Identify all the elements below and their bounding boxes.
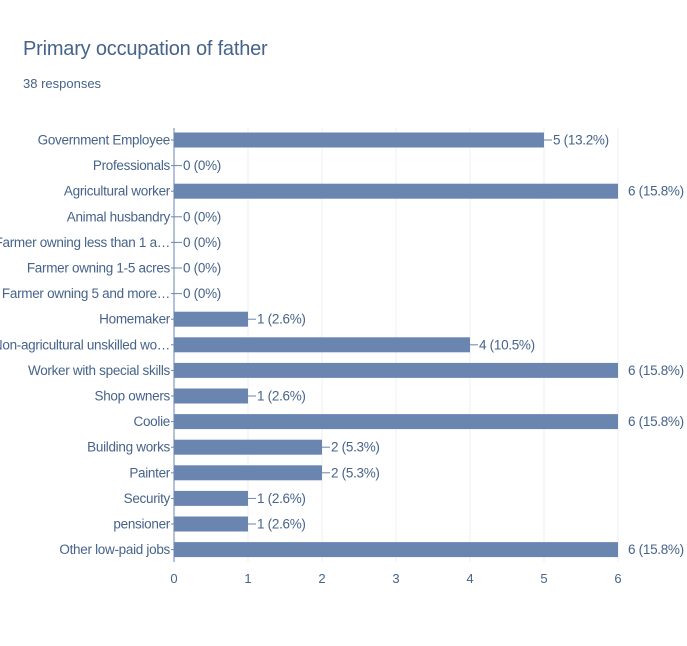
category-label: Farmer owning 5 and more… — [2, 286, 170, 301]
bar[interactable] — [174, 490, 248, 506]
bar[interactable] — [174, 337, 470, 353]
data-label: 6 (15.8%) — [628, 542, 684, 557]
data-label: 1 (2.6%) — [257, 517, 306, 532]
category-label: Agricultural worker — [64, 184, 171, 199]
data-label: 2 (5.3%) — [331, 465, 380, 480]
page-title: Primary occupation of father — [23, 38, 268, 60]
category-label: Coolie — [134, 414, 170, 429]
category-label: Homemaker — [99, 312, 171, 327]
data-label: 5 (13.2%) — [553, 133, 609, 148]
bar[interactable] — [174, 311, 248, 327]
category-label: Non-agricultural unskilled wo… — [0, 337, 170, 352]
category-label: Farmer owning 1-5 acres — [27, 261, 171, 276]
category-label: Security — [124, 491, 171, 506]
bar[interactable] — [174, 362, 618, 378]
x-tick-label: 2 — [318, 571, 325, 586]
x-tick-label: 0 — [170, 571, 177, 586]
data-label: 4 (10.5%) — [479, 337, 535, 352]
bar[interactable] — [174, 465, 322, 481]
data-label: 0 (0%) — [183, 261, 221, 276]
category-label: Other low-paid jobs — [59, 542, 170, 557]
data-label: 6 (15.8%) — [628, 184, 684, 199]
category-label: Professionals — [93, 158, 171, 173]
bar[interactable] — [174, 516, 248, 532]
bar[interactable] — [174, 183, 618, 199]
category-label: Shop owners — [95, 389, 171, 404]
x-tick-label: 4 — [466, 571, 473, 586]
category-label: pensioner — [113, 517, 170, 532]
bar[interactable] — [174, 542, 618, 558]
data-label: 1 (2.6%) — [257, 491, 306, 506]
bar[interactable] — [174, 414, 618, 430]
data-label: 6 (15.8%) — [628, 363, 684, 378]
category-label: Building works — [87, 440, 170, 455]
data-label: 1 (2.6%) — [257, 389, 306, 404]
bar[interactable] — [174, 132, 544, 148]
category-label: Farmer owning less than 1 a… — [0, 235, 170, 250]
data-label: 0 (0%) — [183, 286, 221, 301]
x-tick-label: 3 — [392, 571, 399, 586]
data-label: 0 (0%) — [183, 209, 221, 224]
category-label: Government Employee — [38, 133, 170, 148]
category-label: Animal husbandry — [67, 209, 171, 224]
data-label: 0 (0%) — [183, 235, 221, 250]
data-label: 6 (15.8%) — [628, 414, 684, 429]
x-tick-label: 5 — [540, 571, 547, 586]
data-label: 1 (2.6%) — [257, 312, 306, 327]
category-label: Worker with special skills — [28, 363, 171, 378]
category-label: Painter — [129, 465, 170, 480]
data-label: 0 (0%) — [183, 158, 221, 173]
bar[interactable] — [174, 439, 322, 455]
bar[interactable] — [174, 388, 248, 404]
x-tick-label: 1 — [244, 571, 251, 586]
data-label: 2 (5.3%) — [331, 440, 380, 455]
response-count: 38 responses — [23, 76, 102, 91]
x-tick-label: 6 — [614, 571, 621, 586]
